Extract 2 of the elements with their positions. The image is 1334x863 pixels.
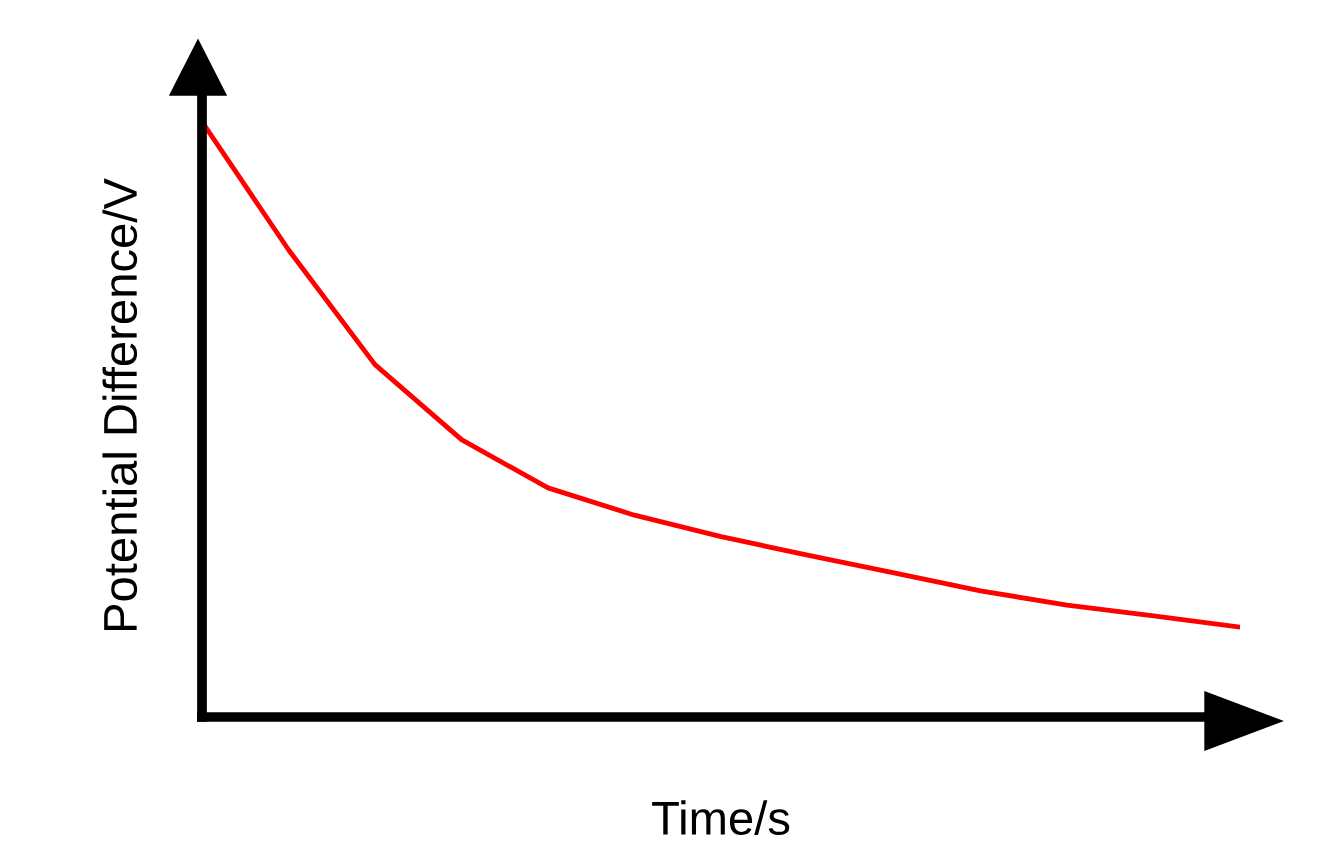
x-axis-title: Time/s — [652, 800, 790, 836]
y-axis-title: Potential Difference/V — [102, 178, 138, 631]
